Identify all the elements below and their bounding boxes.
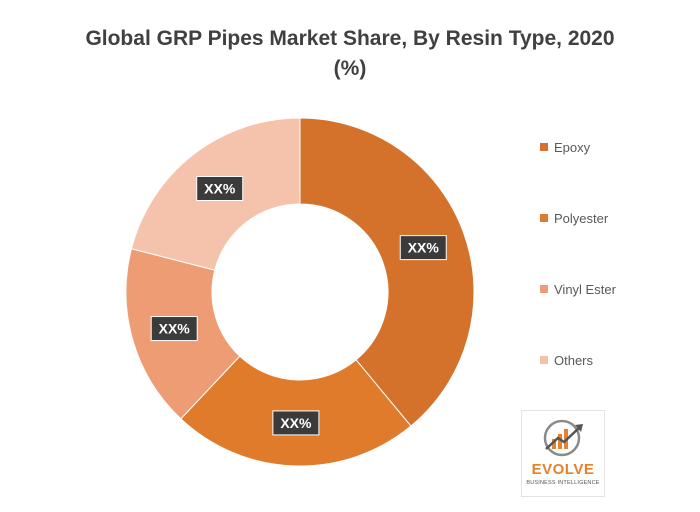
legend-item-polyester: Polyester <box>540 209 616 227</box>
logo-chart-icon <box>543 419 583 457</box>
legend-item-vinyl-ester: Vinyl Ester <box>540 280 616 298</box>
chart-legend: Epoxy Polyester Vinyl Ester Others <box>540 138 616 422</box>
data-label-epoxy: XX% <box>399 235 447 261</box>
logo-tagline: BUSINESS INTELLIGENCE <box>526 480 600 486</box>
chart-title-line-2: (%) <box>333 57 367 80</box>
data-label-text: XX% <box>280 415 312 431</box>
data-label-text: XX% <box>408 240 440 256</box>
data-label-box <box>399 235 447 261</box>
evolve-logo: EVOLVE BUSINESS INTELLIGENCE <box>521 410 605 497</box>
data-label-text: XX% <box>204 180 236 196</box>
legend-label-polyester: Polyester <box>554 210 609 226</box>
legend-swatch-vinyl-ester <box>540 285 548 293</box>
data-label-vinyl-ester: XX% <box>150 316 198 342</box>
data-label-others: XX% <box>196 175 244 201</box>
data-label-polyester: XX% <box>272 410 320 436</box>
legend-swatch-others <box>540 356 548 364</box>
logo-name: EVOLVE <box>531 461 595 478</box>
legend-swatch-polyester <box>540 214 548 222</box>
donut-slice-epoxy <box>299 117 475 427</box>
legend-label-others: Others <box>554 352 594 368</box>
data-label-box <box>196 175 244 201</box>
chart-title-line-1: Global GRP Pipes Market Share, By Resin … <box>85 27 615 50</box>
legend-label-vinyl-ester: Vinyl Ester <box>554 281 616 297</box>
legend-item-others: Others <box>540 351 616 369</box>
chart-title: Global GRP Pipes Market Share, By Resin … <box>60 24 640 84</box>
data-label-text: XX% <box>159 321 191 337</box>
legend-label-epoxy: Epoxy <box>554 139 591 155</box>
legend-item-epoxy: Epoxy <box>540 138 616 156</box>
data-label-box <box>150 316 198 342</box>
legend-swatch-epoxy <box>540 143 548 151</box>
data-label-box <box>272 410 320 436</box>
